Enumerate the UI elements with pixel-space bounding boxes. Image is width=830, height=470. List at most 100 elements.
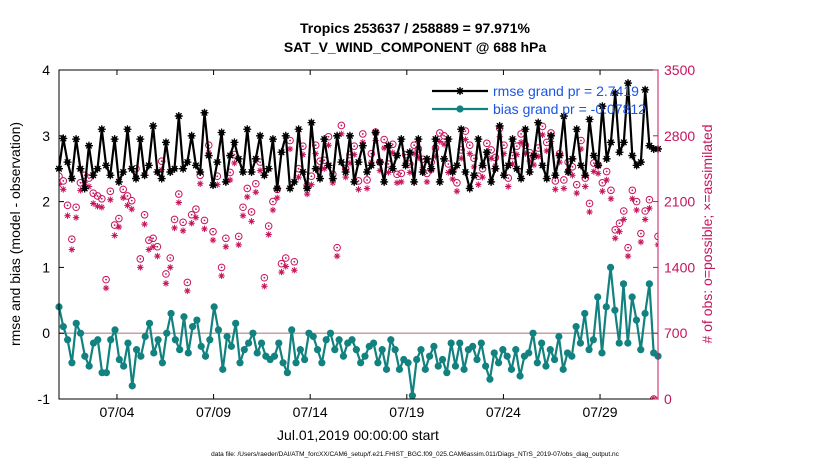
bias-point [322, 336, 330, 344]
obs-assimilated-point [261, 283, 268, 290]
bias-point [486, 375, 494, 383]
rmse-point [624, 79, 633, 88]
obs-possible-point [453, 179, 461, 187]
obs-assimilated-point [282, 263, 289, 270]
obs-possible-point [222, 234, 230, 243]
obs-possible-point [157, 157, 166, 165]
bias-point [572, 323, 580, 331]
bias-point [76, 329, 85, 337]
y-tick-label-right: 1400 [664, 259, 695, 275]
x-tick-label: 07/24 [486, 404, 521, 420]
obs-assimilated-point [333, 252, 341, 260]
obs-assimilated-point [201, 225, 208, 233]
rmse-point [358, 141, 367, 150]
rmse-point [89, 171, 98, 180]
bias-point [624, 339, 632, 347]
rmse-point [149, 121, 158, 130]
obs-assimilated-point [325, 142, 332, 149]
obs-possible-point [68, 235, 76, 243]
rmse-point [641, 85, 650, 94]
bias-point [525, 349, 533, 357]
rmse-point [542, 174, 551, 183]
rmse-point [380, 177, 389, 186]
obs-possible-point [200, 216, 209, 225]
obs-possible-point [145, 236, 153, 244]
bias-point [309, 332, 317, 341]
obs-assimilated-point [475, 181, 482, 188]
obs-assimilated-point [449, 175, 456, 183]
rmse-point [461, 167, 470, 176]
rmse-point [337, 158, 346, 167]
obs-assimilated-point [479, 173, 486, 181]
y-tick-label-right: 3500 [664, 62, 695, 78]
obs-assimilated-point [184, 287, 191, 295]
rmse-point [512, 164, 521, 173]
obs-possible-point [59, 177, 68, 185]
obs-possible-point [611, 226, 620, 234]
rmse-point [491, 164, 500, 173]
rmse-point [529, 151, 538, 160]
bias-point [236, 359, 244, 367]
rmse-point [440, 154, 449, 163]
bias-point [550, 355, 559, 364]
bias-point [602, 303, 610, 311]
rmse-point [76, 164, 85, 173]
rmse-point [589, 151, 598, 160]
rmse-point [268, 135, 277, 144]
bias-point [499, 346, 507, 354]
obs-assimilated-point [64, 212, 71, 219]
rmse-point [594, 161, 603, 170]
rmse-point [418, 167, 427, 176]
rmse-point [388, 164, 397, 173]
obs-assimilated-point [222, 243, 230, 250]
bias-point [546, 346, 554, 354]
obs-possible-point [269, 197, 277, 206]
rmse-point [333, 131, 342, 140]
obs-assimilated-point [94, 203, 101, 210]
obs-possible-point [162, 270, 170, 278]
obs-assimilated-point [162, 280, 170, 287]
y-axis-label-right: # of obs: o=possible; ×=assimilated [699, 124, 715, 343]
bias-point [253, 349, 261, 357]
obs-assimilated-point [582, 183, 589, 190]
rmse-point [602, 154, 611, 163]
bias-point [585, 346, 593, 354]
bias-point [374, 359, 382, 367]
rmse-point [59, 134, 68, 143]
bias-point [589, 336, 597, 344]
bias-point [176, 346, 184, 354]
bias-point [645, 280, 653, 288]
obs-assimilated-point [107, 196, 114, 203]
obs-possible-point [243, 184, 252, 193]
bias-point [331, 346, 339, 354]
bias-point [473, 355, 481, 364]
rmse-point [179, 164, 188, 173]
rmse-point [294, 125, 303, 134]
bias-point [460, 365, 468, 373]
rmse-point [448, 167, 457, 176]
obs-assimilated-point [252, 189, 260, 196]
obs-assimilated-point [509, 160, 516, 168]
rmse-point [144, 161, 153, 170]
bias-point [469, 342, 477, 350]
obs-possible-point [115, 214, 123, 223]
bias-point [72, 319, 80, 327]
obs-assimilated-point [68, 246, 76, 253]
obs-assimilated-point [329, 179, 337, 186]
rmse-point [367, 161, 376, 170]
obs-assimilated-point [552, 186, 559, 193]
rmse-point [298, 167, 307, 176]
bias-point [434, 362, 442, 370]
obs-assimilated-point [445, 169, 452, 176]
bias-line [57, 266, 659, 397]
rmse-point [576, 161, 585, 170]
bias-point [387, 336, 395, 344]
obs-assimilated-point [209, 236, 217, 244]
rmse-point [405, 148, 414, 157]
rmse-point [127, 164, 136, 173]
rmse-point [435, 177, 444, 186]
bias-point [128, 382, 136, 390]
bias-point [512, 346, 520, 354]
rmse-point [619, 138, 628, 147]
